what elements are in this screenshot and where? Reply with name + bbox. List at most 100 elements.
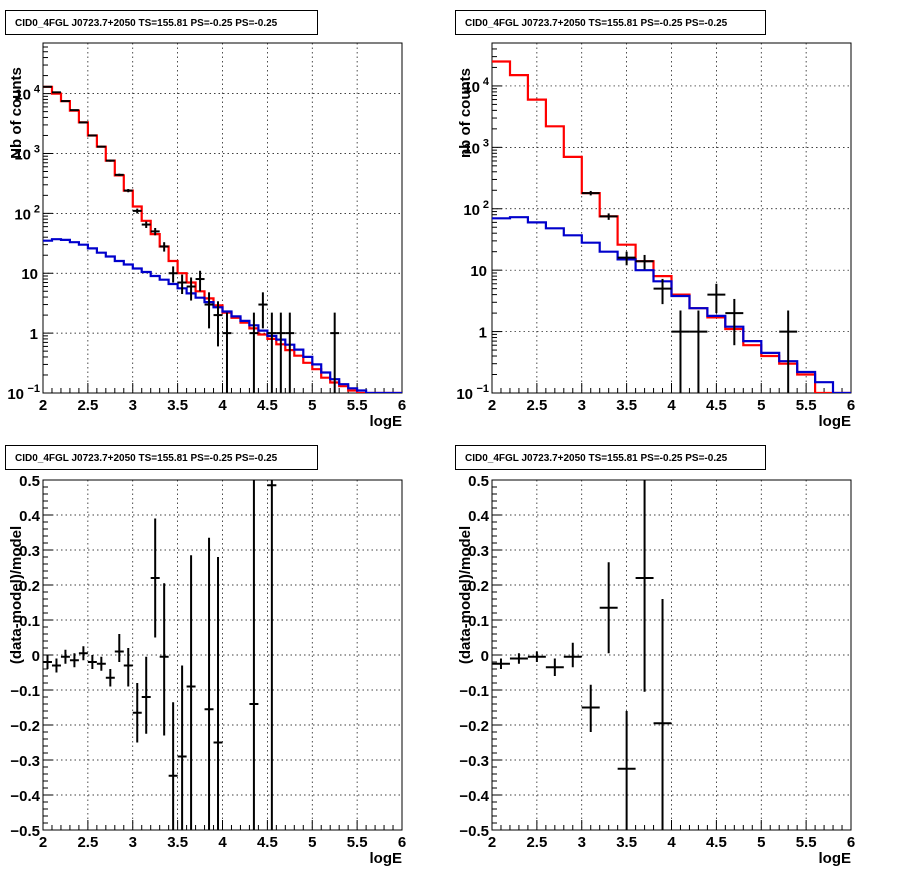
data-point — [123, 648, 133, 687]
data-point — [43, 655, 52, 669]
x-tick-label: 2.5 — [77, 834, 98, 851]
y-tick-exponent: 4 — [483, 76, 490, 88]
x-tick-label: 4 — [218, 834, 227, 851]
y-tick-label: 0.4 — [468, 508, 490, 525]
data-point — [87, 655, 97, 669]
x-tick-label: 3 — [129, 397, 137, 414]
data-point — [159, 583, 169, 736]
x-tick-label: 6 — [398, 397, 406, 414]
y-tick-label: 0.2 — [468, 578, 489, 595]
y-tick-label: −0.3 — [10, 753, 40, 770]
plot-area — [492, 60, 851, 393]
x-tick-label: 4.5 — [706, 834, 727, 851]
data-point — [689, 310, 708, 393]
y-tick-label: 0.3 — [19, 543, 40, 560]
x-tick-label: 4 — [218, 397, 227, 414]
y-tick-label: −0.4 — [10, 788, 40, 805]
data-point — [671, 310, 690, 393]
data-point — [78, 121, 88, 124]
chart-title-box — [5, 445, 318, 470]
data-point — [779, 310, 798, 393]
chart-panel-1: CID0_4FGL J0723.7+2050 TS=155.81 PS=-0.2… — [5, 10, 406, 430]
x-tick-label: 2.5 — [526, 834, 547, 851]
data-point — [213, 557, 223, 830]
x-tick-label: 6 — [398, 834, 406, 851]
y-tick-label: 10 — [463, 202, 480, 219]
chart-title: CID0_4FGL J0723.7+2050 TS=155.81 PS=-0.2… — [465, 18, 728, 29]
data-point — [105, 669, 115, 687]
y-tick-label: −0.1 — [10, 683, 40, 700]
x-axis-label: logE — [370, 413, 403, 430]
data-point — [599, 213, 618, 220]
data-point — [168, 266, 178, 283]
plot-area — [492, 480, 672, 830]
data-point — [105, 159, 115, 162]
x-tick-label: 5 — [308, 834, 316, 851]
data-point — [581, 190, 600, 196]
y-tick-label: −0.3 — [459, 753, 489, 770]
y-tick-label: −0.4 — [459, 788, 489, 805]
data-point — [177, 665, 187, 830]
y-tick-label: 10 — [21, 266, 38, 283]
data-point — [617, 711, 636, 830]
data-point — [527, 651, 546, 662]
y-axis-label: nb of counts — [457, 68, 474, 158]
data-point — [114, 634, 124, 662]
data-point — [96, 656, 106, 671]
y-tick-label: 0.4 — [19, 508, 41, 525]
x-tick-label: 5.5 — [347, 397, 368, 414]
data-point — [492, 658, 510, 669]
data-point — [123, 189, 133, 193]
x-tick-label: 4 — [667, 834, 676, 851]
y-tick-label: 10 — [456, 386, 473, 403]
x-tick-label: 2 — [488, 397, 496, 414]
y-tick-label: 1 — [30, 326, 38, 343]
data-point — [285, 312, 295, 393]
y-tick-label: −0.2 — [10, 718, 40, 735]
x-tick-label: 2 — [39, 397, 47, 414]
x-axis-label: logE — [370, 850, 403, 867]
data-point — [635, 254, 654, 270]
x-tick-label: 4 — [667, 397, 676, 414]
data-point — [87, 134, 97, 137]
x-tick-label: 3 — [129, 834, 137, 851]
x-tick-label: 2 — [488, 834, 496, 851]
chart-title: CID0_4FGL J0723.7+2050 TS=155.81 PS=-0.2… — [465, 453, 728, 464]
data-point — [249, 480, 259, 830]
y-tick-label: −0.2 — [459, 718, 489, 735]
x-tick-label: 5.5 — [347, 834, 368, 851]
data-point — [60, 649, 70, 664]
y-tick-exponent: −1 — [27, 383, 40, 395]
y-tick-label: 0 — [32, 648, 40, 665]
y-axis-label: (data-model)/model — [8, 526, 25, 664]
y-tick-exponent: 2 — [34, 203, 40, 215]
y-tick-label: 10 — [14, 146, 31, 163]
data-point — [132, 208, 142, 214]
y-tick-label: 1 — [479, 325, 487, 342]
data-point — [132, 683, 142, 743]
x-tick-label: 5 — [757, 397, 765, 414]
data-point — [563, 642, 582, 668]
data-point — [168, 702, 178, 830]
chart-panel-4: CID0_4FGL J0723.7+2050 TS=155.81 PS=-0.2… — [455, 445, 855, 867]
data-point — [258, 292, 268, 329]
y-tick-label: 0.1 — [19, 613, 40, 630]
y-tick-label: 10 — [463, 79, 480, 96]
data-point — [276, 312, 286, 393]
x-tick-label: 3.5 — [167, 834, 188, 851]
data-point — [599, 562, 618, 654]
y-tick-label: 0.1 — [468, 613, 489, 630]
y-axis-label: (data-model)/model — [457, 526, 474, 664]
data-point — [51, 658, 61, 673]
data-point — [96, 145, 106, 148]
x-tick-label: 2.5 — [77, 397, 98, 414]
x-tick-label: 5 — [757, 834, 765, 851]
y-tick-label: −0.5 — [10, 823, 40, 840]
y-tick-label: 10 — [463, 140, 480, 157]
x-tick-label: 4.5 — [257, 834, 278, 851]
y-axis-label: Nb of counts — [8, 67, 25, 159]
plot-area — [43, 480, 277, 830]
data-point — [204, 292, 214, 329]
chart-panel-2: CID0_4FGL J0723.7+2050 TS=155.81 PS=-0.2… — [455, 10, 855, 430]
x-tick-label: 3.5 — [167, 397, 188, 414]
